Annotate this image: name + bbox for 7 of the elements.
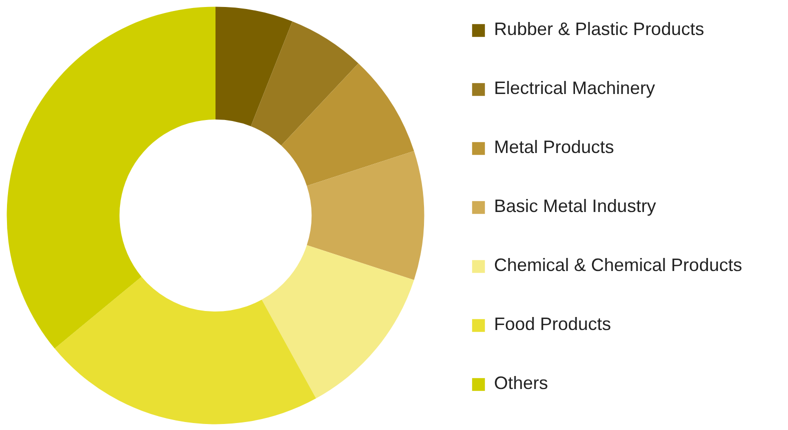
legend-label: Basic Metal Industry [494, 196, 656, 217]
legend-label: Metal Products [494, 137, 614, 158]
legend-label: Food Products [494, 314, 612, 335]
legend-label: Rubber & Plastic Products [494, 19, 704, 40]
legend-label: Others [494, 373, 548, 394]
legend-label: Chemical & Chemical Products [494, 255, 742, 276]
legend-label: Electrical Machinery [494, 78, 656, 99]
